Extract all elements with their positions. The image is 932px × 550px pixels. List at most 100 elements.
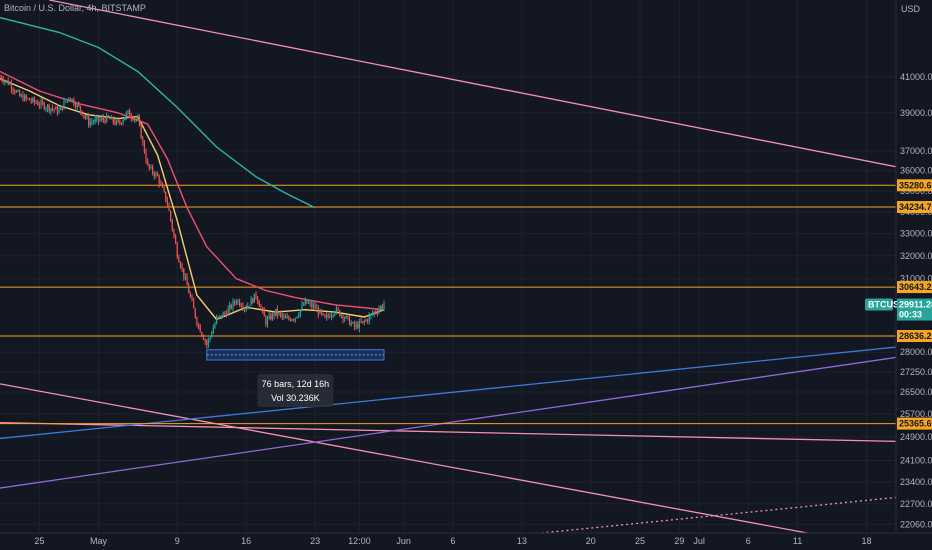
candle-body [342, 315, 344, 320]
price-tick-label: 28000.00 [900, 347, 932, 357]
time-tick-label: 6 [450, 536, 455, 546]
candle-body [252, 298, 254, 303]
candle-body [10, 83, 13, 90]
candle-body [130, 116, 132, 118]
candle-body [270, 315, 272, 320]
trend-line[interactable] [0, 356, 897, 489]
price-tick-label: 37000.00 [900, 146, 932, 156]
candle-body [69, 98, 72, 101]
time-tick-label: 25 [34, 536, 44, 546]
time-tick-label: 29 [674, 536, 684, 546]
candle-body [298, 314, 300, 317]
candle-body [22, 95, 24, 101]
candle-body [194, 308, 196, 318]
candle-body [133, 118, 136, 120]
candle-body [347, 316, 349, 318]
candle-body [188, 285, 190, 293]
candle-body [170, 210, 172, 221]
candle-body [50, 108, 52, 111]
candle-body [255, 293, 257, 298]
candle-body [66, 98, 68, 102]
price-tick-label: 27250.00 [900, 367, 932, 377]
candle-body [312, 304, 315, 307]
measurement-tool[interactable]: 76 bars, 12d 16h Vol 30.236K [206, 349, 385, 408]
candle-body [56, 107, 59, 113]
trend-line[interactable] [0, 421, 897, 442]
price-axis[interactable]: USD41000.0039000.0037000.0036000.0035000… [900, 4, 932, 529]
candle-body [304, 299, 306, 305]
time-tick-label: 6 [746, 536, 751, 546]
candle-body [238, 300, 241, 306]
candle-body [332, 314, 334, 316]
candle-body [83, 115, 85, 117]
candle-body [237, 300, 239, 303]
candle-body [229, 304, 231, 309]
candle-body [301, 304, 303, 310]
candle-body [71, 99, 73, 101]
candle-body [286, 317, 288, 319]
candle-body [86, 116, 88, 118]
candle-body [243, 307, 246, 309]
trend-line[interactable] [0, 383, 808, 534]
candle-body [302, 304, 305, 306]
candle-body [79, 105, 82, 111]
candle-body [375, 311, 377, 313]
candle-body [193, 300, 195, 309]
candle-body [373, 311, 375, 314]
candle-body [278, 312, 280, 315]
candle-body [19, 90, 21, 97]
candle-body [43, 103, 45, 109]
candle-body [234, 301, 236, 303]
candle-body [314, 304, 316, 308]
trend-line[interactable] [49, 0, 897, 168]
candle-body [296, 316, 298, 319]
candle-body [201, 332, 203, 336]
candle-body [63, 101, 65, 110]
candle-body [14, 90, 16, 93]
candle-body [217, 316, 219, 318]
candle-body [350, 323, 352, 325]
candle-body [120, 122, 123, 124]
candle-body [179, 262, 182, 267]
candle-body [248, 305, 251, 307]
time-tick-label: Jul [693, 536, 705, 546]
trend-line[interactable] [541, 496, 897, 534]
candle-body [337, 308, 339, 311]
candle-body [17, 90, 19, 92]
candle-body [99, 119, 101, 121]
candle-body [155, 173, 157, 177]
candle-body [176, 243, 178, 258]
candle-body [84, 116, 86, 118]
candle-body [242, 306, 244, 309]
candle-body [191, 296, 193, 301]
candle-body [307, 303, 310, 305]
candle-body [358, 321, 360, 329]
candle-body [109, 117, 111, 120]
candle-body [227, 308, 229, 316]
candle-body [48, 105, 50, 111]
candle-body [173, 229, 175, 237]
price-tick-label: 22700.00 [900, 499, 932, 509]
candle-body [206, 341, 208, 345]
candle-body [107, 115, 109, 118]
measurement-label-box [257, 374, 334, 408]
candle-body [124, 117, 126, 121]
candle-body [61, 106, 63, 110]
candle-body [4, 80, 6, 83]
candle-body [322, 313, 324, 315]
candle-body [140, 124, 142, 139]
candle-body [91, 121, 93, 123]
candle-body [166, 200, 168, 205]
horizontal-levels[interactable] [0, 184, 896, 425]
time-axis[interactable]: 25 May 9 16 23 12:00 Jun 6 13 20 25 29 Jul 6 11 18 [34, 536, 871, 546]
candle-body [45, 108, 47, 110]
candle-body [209, 336, 211, 340]
candle-body [74, 104, 77, 108]
candle-body [257, 297, 259, 303]
candle-body [260, 306, 262, 309]
candle-body [189, 292, 191, 297]
level-price-tag [897, 417, 932, 430]
candle-body [184, 276, 187, 278]
candle-body [212, 327, 214, 334]
